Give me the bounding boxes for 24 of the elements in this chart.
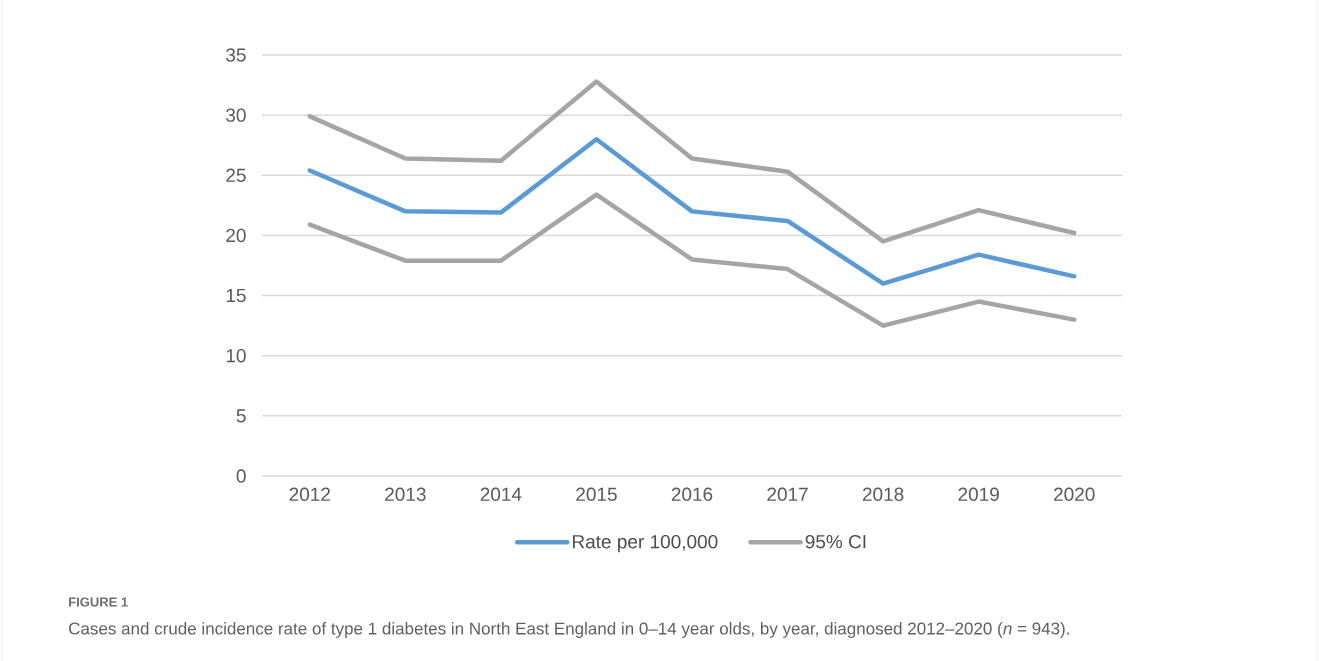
caption: FIGURE 1 — [69, 597, 128, 607]
x-tick-label: 2018 — [862, 487, 904, 501]
x-tick-label: 2013 — [385, 487, 426, 501]
line-series — [307, 79, 1077, 244]
y-tick-label: 15 — [226, 288, 246, 303]
legend-label: 95% CI — [805, 534, 866, 549]
y-tick-label: 5 — [236, 409, 246, 423]
x-tick-label: 2014 — [480, 487, 522, 501]
y-tick-label: 25 — [226, 168, 246, 183]
legend-label: Rate per 100,000 — [572, 534, 718, 553]
y-tick-label: 0 — [236, 469, 246, 483]
x-tick-label: 2020 — [1054, 487, 1095, 501]
y-tick-label: 20 — [226, 228, 246, 243]
x-tick-label: 2019 — [958, 487, 999, 501]
y-tick-label: 35 — [226, 48, 246, 62]
line-series — [307, 136, 1077, 286]
x-tick-label: 2015 — [576, 487, 617, 501]
x-tick-label: 2012 — [289, 487, 330, 501]
y-tick-label: 10 — [226, 348, 246, 363]
y-tick-label: 30 — [226, 108, 246, 122]
x-tick-label: 2017 — [767, 487, 808, 501]
line-series — [307, 192, 1077, 328]
text: Cases and crude incidence rate of type 1 diabetes in North East England in 0–14 year olds, by year, diagnosed 2012–2020 (n = 943). — [69, 622, 1069, 638]
x-tick-label: 2016 — [671, 487, 713, 501]
